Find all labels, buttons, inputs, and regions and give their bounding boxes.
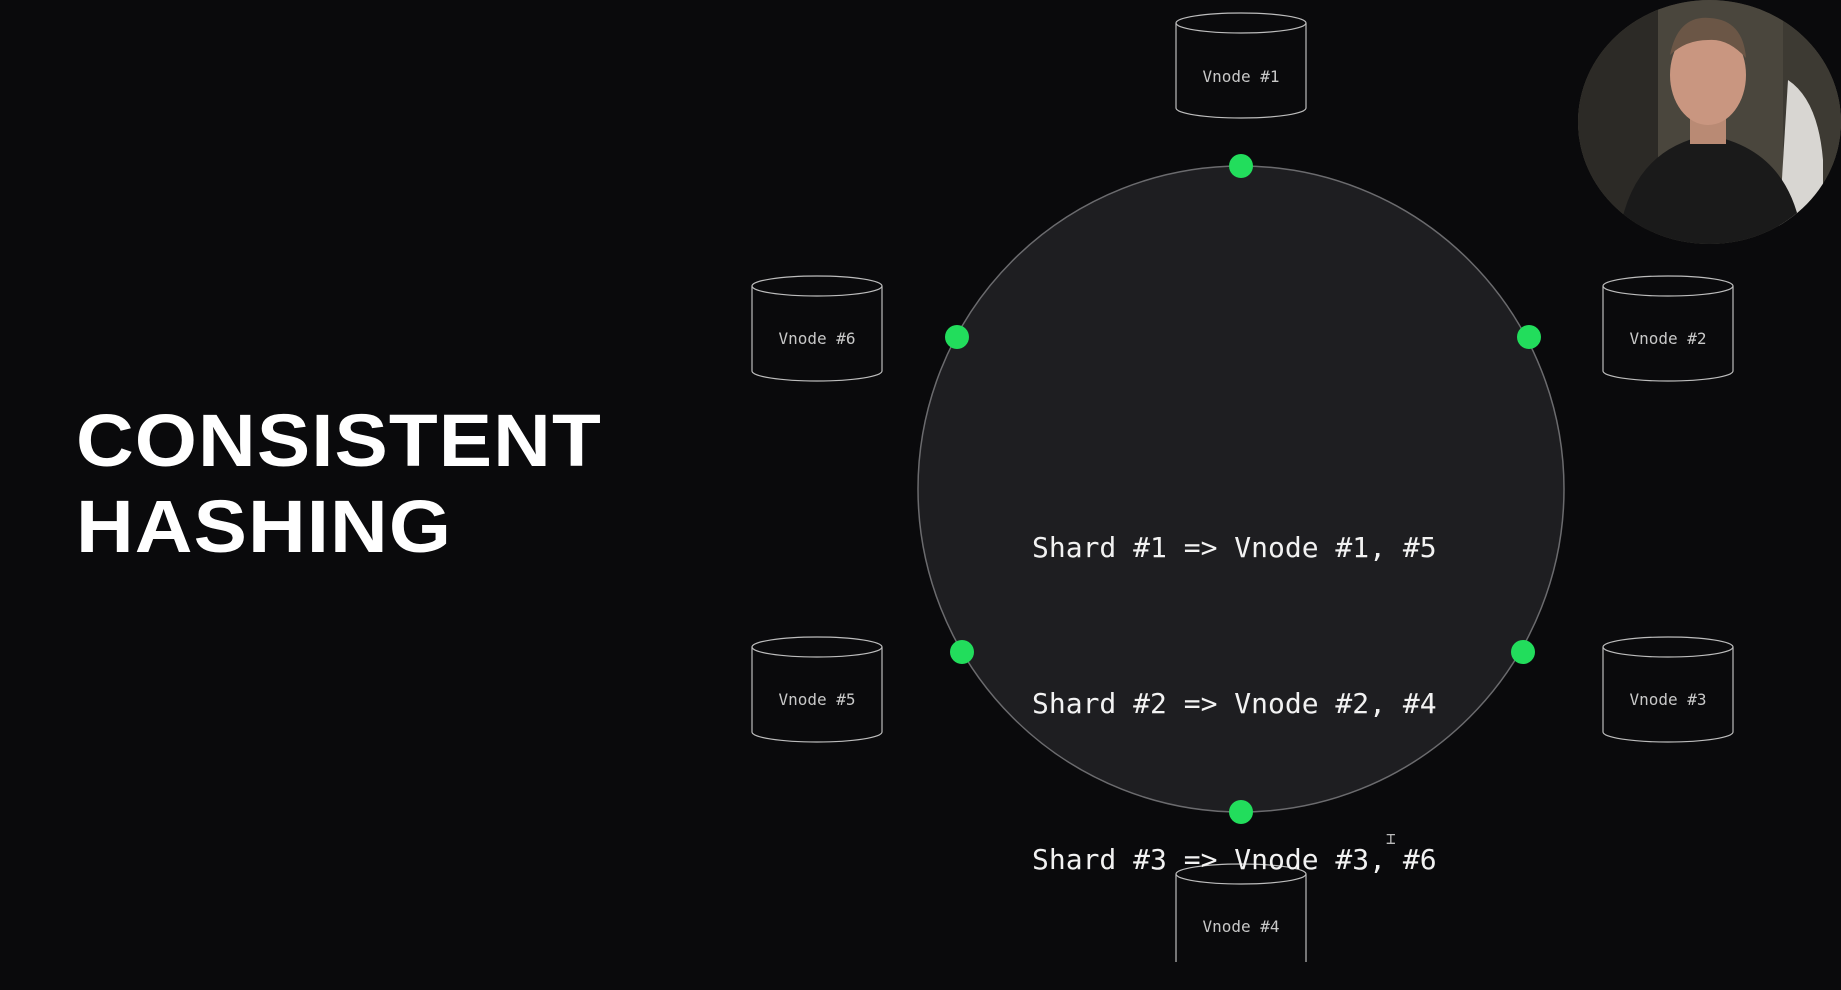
title-line-2: HASHING [76,485,453,568]
shard-mapping-3: Shard #3 => Vnode #3, #6 [1032,843,1437,876]
hash-ring-diagram [751,12,1734,962]
shard-mapping-list: Shard #1 => Vnode #1, #5 Shard #2 => Vno… [1032,418,1437,990]
slide: CONSISTENT HASHING [76,0,1841,962]
text-cursor-icon: ⌶ [1386,829,1396,848]
vnode-label-6: Vnode #6 [778,329,856,348]
ring-node-dot-4 [1229,800,1253,824]
slide-title: CONSISTENT HASHING [76,398,602,570]
vnode-cylinder-6 [751,275,883,382]
webcam-overlay [1578,0,1841,244]
vnode-cylinder-2 [1602,275,1734,382]
vnode-label-4: Vnode #4 [1202,917,1280,936]
ring-node-dot-5 [950,640,974,664]
vnode-cylinder-1 [1175,12,1307,119]
shard-mapping-1: Shard #1 => Vnode #1, #5 [1032,531,1437,564]
vnode-label-5: Vnode #5 [778,690,856,709]
vnode-cylinder-4 [1175,863,1307,962]
vnode-cylinder-5 [751,636,883,743]
ring-node-dot-3 [1511,640,1535,664]
presenter-video [1578,0,1841,244]
ring-node-dot-2 [1517,325,1541,349]
title-line-1: CONSISTENT [76,399,602,482]
vnode-label-3: Vnode #3 [1629,690,1707,709]
vnode-label-2: Vnode #2 [1629,329,1707,348]
ring-node-dot-6 [945,325,969,349]
shard-mapping-2: Shard #2 => Vnode #2, #4 [1032,687,1437,720]
vnode-label-1: Vnode #1 [1202,67,1280,86]
vnode-cylinder-3 [1602,636,1734,743]
ring-node-dot-1 [1229,154,1253,178]
